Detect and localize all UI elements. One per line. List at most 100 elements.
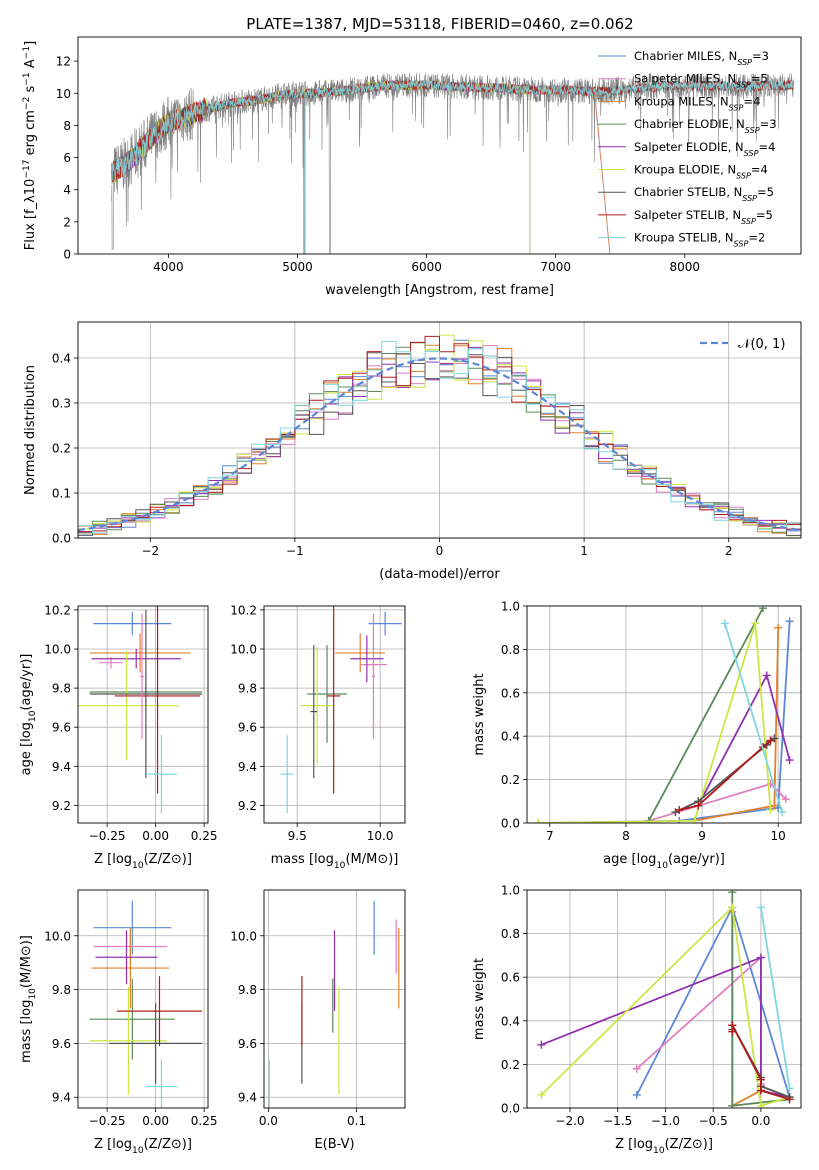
point-marker — [751, 619, 760, 628]
y-tick-label: 10.0 — [230, 643, 257, 657]
data-point — [307, 645, 347, 743]
point-marker — [756, 1075, 765, 1084]
y-tick-label: 9.8 — [238, 682, 257, 696]
data-point — [280, 735, 294, 814]
y-tick-label: 0.2 — [501, 773, 520, 787]
panel-residual-histogram: −2 −1 0 1 2 0.0 0.1 0.2 0.3 0.4 (data-model)/error… — [23, 321, 802, 582]
point-marker — [756, 953, 765, 962]
x-tick-label: 0 — [436, 544, 444, 558]
y-axis-label: age [log10(age/yr)] — [19, 654, 38, 776]
x-tick-label: −0.5 — [699, 1114, 728, 1128]
y-tick-label: 9.8 — [238, 983, 257, 997]
y-tick-label: 0.6 — [501, 686, 520, 700]
plot-area — [534, 606, 794, 823]
x-axis-label: mass [log10(M/M⊙)] — [271, 852, 399, 871]
y-tick-label: 9.8 — [52, 983, 71, 997]
x-tick-label: 9 — [698, 829, 706, 843]
data-point — [89, 633, 191, 673]
series — [675, 736, 775, 814]
point-marker — [762, 671, 771, 680]
x-axis-label: age [log10(age/yr)] — [603, 852, 725, 871]
histogram-step — [78, 340, 801, 534]
data-point — [93, 900, 172, 955]
panel-Z-age: −0.25 0.00 0.25 9.2 9.4 9.6 9.8 10.0 10.2 Z [log1… — [19, 603, 217, 871]
y-tick-label: 4 — [63, 183, 71, 197]
point-marker — [785, 756, 794, 765]
y-tick-label: 0.0 — [52, 532, 71, 546]
y-tick-label: 1.0 — [501, 600, 520, 614]
data-point — [95, 930, 158, 985]
y-tick-label: 10.0 — [44, 929, 71, 943]
x-tick-label: 0.0 — [751, 1114, 770, 1128]
y-tick-label: 9.4 — [238, 760, 257, 774]
x-axis-label: Z [log10(Z/Z⊙)] — [615, 1137, 713, 1156]
point-marker — [728, 1101, 737, 1108]
x-tick-label: 5000 — [282, 260, 313, 274]
chart-title: PLATE=1387, MJD=53118, FIBERID=0460, z=0… — [246, 15, 633, 33]
legend-entry: Chabrier MILES, NSSP=3 — [634, 49, 769, 67]
series — [728, 1021, 794, 1104]
y-tick-label: 0.4 — [501, 1014, 520, 1028]
point-marker — [777, 808, 786, 817]
point-marker — [537, 1040, 546, 1049]
point-marker — [770, 801, 779, 810]
point-marker — [756, 1101, 765, 1108]
x-tick-label: −0.25 — [89, 829, 126, 843]
point-marker — [537, 1090, 546, 1099]
series — [720, 619, 786, 817]
legend-entry: Kroupa ELODIE, NSSP=4 — [634, 163, 768, 181]
panel-age-massweight: 7 8 9 10 0.0 0.2 0.4 0.6 0.8 1.0 age [log10(age/yr… — [472, 600, 802, 871]
data-point — [350, 635, 384, 683]
point-marker — [766, 736, 775, 745]
data-point — [145, 1059, 177, 1108]
data-point — [371, 613, 376, 739]
x-tick-label: 8 — [622, 829, 630, 843]
axes-frame — [77, 36, 802, 255]
axes-frame — [526, 889, 802, 1109]
y-tick-label: 9.2 — [52, 799, 71, 813]
axes-frame — [77, 605, 209, 824]
plot-area — [78, 334, 801, 537]
axes-frame — [77, 321, 802, 539]
x-tick-label: −1.0 — [651, 1114, 680, 1128]
legend-entry: Salpeter ELODIE, NSSP=4 — [634, 140, 775, 158]
y-axis-label: mass weight — [472, 958, 487, 1040]
x-tick-label: 0.00 — [142, 1114, 169, 1128]
point-marker — [774, 623, 783, 632]
y-tick-label: 0.8 — [501, 643, 520, 657]
y-tick-label: 9.4 — [52, 1091, 71, 1105]
point-marker — [694, 801, 703, 810]
series-line — [648, 607, 764, 822]
y-tick-label: 10.0 — [44, 643, 71, 657]
y-tick-label: 9.4 — [238, 1091, 257, 1105]
legend-entry: Kroupa MILES, NSSP=4 — [634, 94, 760, 112]
plot-area — [268, 900, 400, 1108]
x-tick-label: 8000 — [670, 260, 701, 274]
x-tick-label: 9.5 — [288, 829, 307, 843]
y-tick-label: 9.6 — [52, 721, 71, 735]
series-line — [538, 623, 772, 823]
data-point — [89, 609, 203, 779]
data-point — [114, 606, 201, 794]
x-tick-label: 0.25 — [191, 1114, 218, 1128]
x-tick-label: 6000 — [411, 260, 442, 274]
point-marker — [756, 903, 765, 912]
y-tick-label: 10.2 — [44, 603, 71, 617]
axes-frame — [526, 605, 802, 824]
data-point — [89, 986, 168, 1095]
legend-entry: Kroupa STELIB, NSSP=2 — [634, 231, 765, 249]
axes-frame — [263, 605, 406, 824]
point-marker — [632, 1064, 641, 1073]
model-line — [111, 79, 794, 254]
series-line — [760, 907, 791, 1089]
x-tick-label: −2 — [141, 544, 159, 558]
plot-area — [111, 72, 794, 254]
series-line — [724, 623, 783, 813]
y-tick-label: 0.1 — [52, 487, 71, 501]
axes-frame — [77, 889, 209, 1109]
data-point — [116, 976, 203, 1047]
data-point — [335, 633, 386, 673]
y-tick-label: 0.0 — [501, 817, 520, 831]
plot-area — [280, 606, 402, 814]
